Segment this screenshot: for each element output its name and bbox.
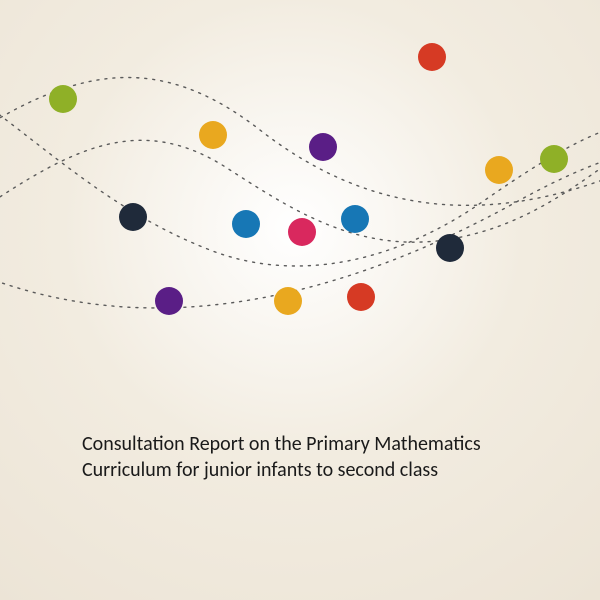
dot-red bbox=[418, 43, 446, 71]
dotted-paths bbox=[0, 78, 600, 308]
colored-dots bbox=[49, 43, 568, 315]
dotted-path bbox=[0, 78, 600, 206]
dot-purple bbox=[309, 133, 337, 161]
dot-gold bbox=[274, 287, 302, 315]
dot-red bbox=[347, 283, 375, 311]
dot-purple bbox=[155, 287, 183, 315]
dot-navy bbox=[436, 234, 464, 262]
title-line2: Curriculum for junior infants to second … bbox=[82, 458, 438, 482]
dot-navy bbox=[119, 203, 147, 231]
dot-gold bbox=[199, 121, 227, 149]
dot-blue bbox=[341, 205, 369, 233]
report-title: Consultation Report on the Primary Mathe… bbox=[82, 432, 481, 483]
dot-gold bbox=[485, 156, 513, 184]
dot-green bbox=[540, 145, 568, 173]
cover-artwork bbox=[0, 0, 600, 600]
dot-blue bbox=[232, 210, 260, 238]
title-line1: Consultation Report on the Primary Mathe… bbox=[82, 432, 481, 456]
dot-green bbox=[49, 85, 77, 113]
dot-magenta bbox=[288, 218, 316, 246]
